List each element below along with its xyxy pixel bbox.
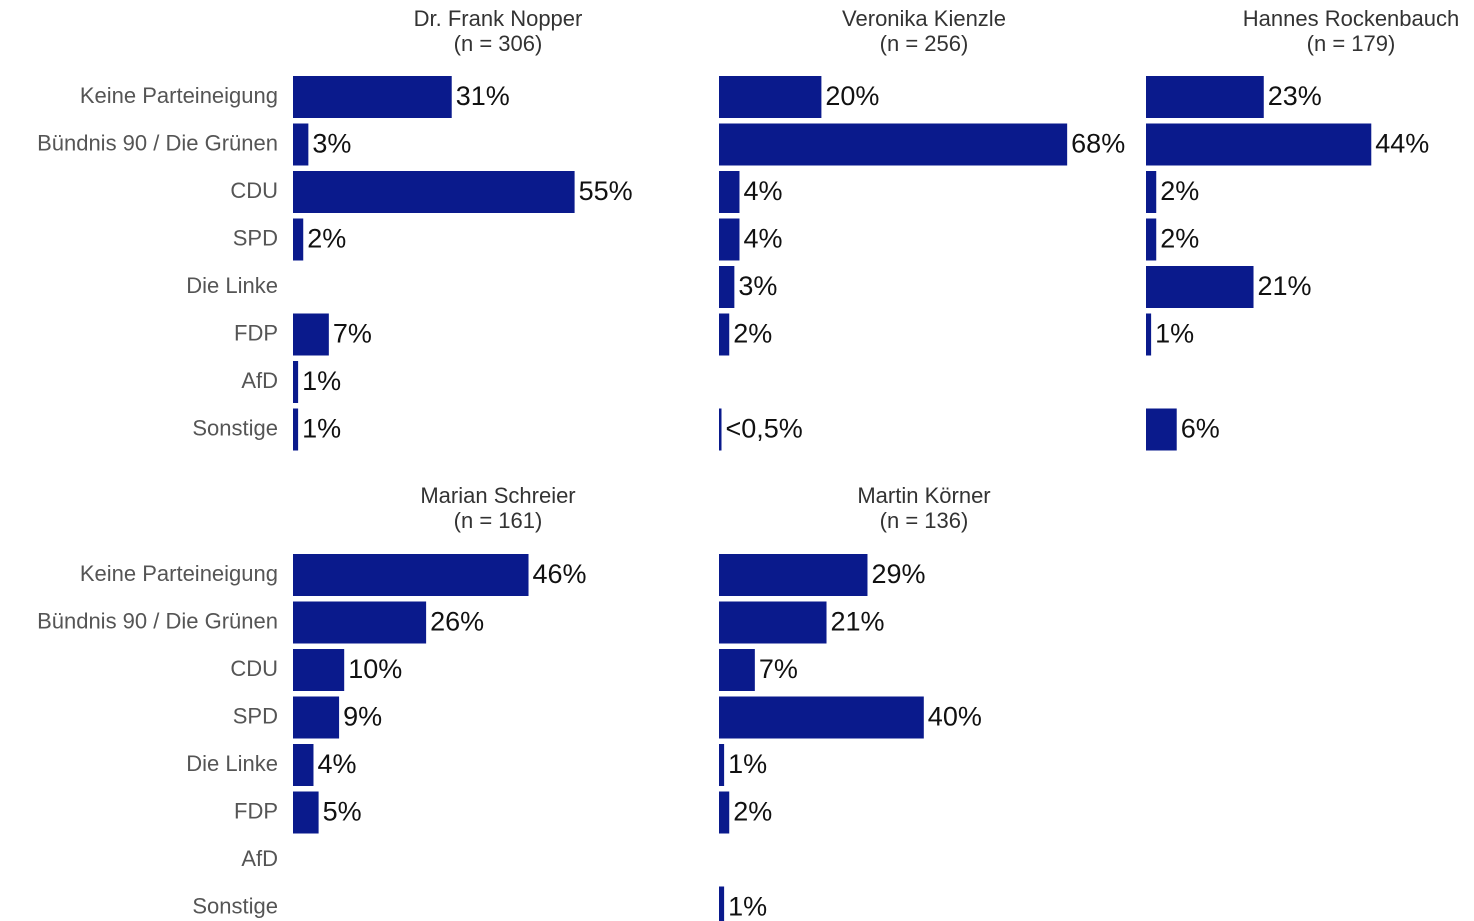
value-label: 2% <box>733 319 772 349</box>
category-label: FDP <box>234 798 278 823</box>
value-label: 21% <box>1258 271 1312 301</box>
value-label: 55% <box>579 176 633 206</box>
panel-title: Marian Schreier <box>420 483 575 508</box>
bar <box>293 361 299 403</box>
category-label: CDU <box>230 656 278 681</box>
value-label: 6% <box>1181 414 1220 444</box>
bar <box>293 696 340 739</box>
value-label: 44% <box>1375 129 1429 159</box>
category-label: Sonstige <box>192 415 278 440</box>
panel-subtitle: (n = 136) <box>880 508 969 533</box>
value-label: 10% <box>348 654 402 684</box>
bar <box>1146 76 1264 118</box>
value-label: 29% <box>871 559 925 589</box>
bar <box>293 76 452 118</box>
value-label: 4% <box>317 749 356 779</box>
category-label: Sonstige <box>192 893 278 918</box>
category-label: Die Linke <box>186 751 278 776</box>
bar <box>719 554 868 596</box>
value-label: 1% <box>302 414 341 444</box>
bar <box>719 601 827 644</box>
panel-title: Veronika Kienzle <box>842 6 1006 31</box>
bar <box>719 123 1068 166</box>
bar <box>719 408 722 451</box>
bar <box>293 601 427 644</box>
value-label: 2% <box>1160 224 1199 254</box>
bar <box>1146 171 1157 213</box>
bar <box>1146 123 1372 166</box>
value-label: 4% <box>743 176 782 206</box>
bar <box>293 313 329 356</box>
bar <box>293 123 309 166</box>
category-label: SPD <box>233 225 278 250</box>
value-label: 23% <box>1268 81 1322 111</box>
bar <box>719 696 924 739</box>
bar <box>719 791 730 834</box>
bar <box>719 313 730 356</box>
category-label: Keine Parteineigung <box>80 83 278 108</box>
value-label: <0,5% <box>726 414 803 444</box>
bar <box>719 649 755 691</box>
bar <box>293 744 314 786</box>
bar <box>719 218 740 261</box>
value-label: 3% <box>312 129 351 159</box>
panel-subtitle: (n = 161) <box>454 508 543 533</box>
value-label: 2% <box>307 224 346 254</box>
bar <box>1146 266 1254 308</box>
bar <box>719 886 725 921</box>
bar <box>1146 408 1177 451</box>
bar <box>719 76 822 118</box>
panel-subtitle: (n = 256) <box>880 31 969 56</box>
category-label: AfD <box>241 846 278 871</box>
category-label: Keine Parteineigung <box>80 561 278 586</box>
category-label: Die Linke <box>186 273 278 298</box>
value-label: 31% <box>456 81 510 111</box>
value-label: 46% <box>533 559 587 589</box>
value-label: 9% <box>343 702 382 732</box>
value-label: 40% <box>928 702 982 732</box>
panel-title: Hannes Rockenbauch <box>1243 6 1459 31</box>
bar <box>293 171 575 213</box>
value-label: 3% <box>738 271 777 301</box>
value-label: 1% <box>728 749 767 779</box>
value-label: 7% <box>333 319 372 349</box>
value-label: 2% <box>1160 176 1199 206</box>
bar <box>293 649 345 691</box>
bar <box>293 554 529 596</box>
bar <box>719 744 725 786</box>
value-label: 26% <box>430 607 484 637</box>
panel-subtitle: (n = 306) <box>454 31 543 56</box>
bar <box>719 171 740 213</box>
category-label: AfD <box>241 368 278 393</box>
category-label: SPD <box>233 703 278 728</box>
bar <box>1146 313 1152 356</box>
category-label: FDP <box>234 320 278 345</box>
bar <box>293 791 319 834</box>
category-label: Bündnis 90 / Die Grünen <box>37 130 278 155</box>
panel-title: Dr. Frank Nopper <box>414 6 583 31</box>
panel-subtitle: (n = 179) <box>1307 31 1396 56</box>
category-label: Bündnis 90 / Die Grünen <box>37 608 278 633</box>
value-label: 21% <box>831 607 885 637</box>
value-label: 2% <box>733 797 772 827</box>
value-label: 7% <box>759 654 798 684</box>
value-label: 5% <box>323 797 362 827</box>
bar <box>293 408 299 451</box>
value-label: 1% <box>1155 319 1194 349</box>
value-label: 20% <box>825 81 879 111</box>
value-label: 4% <box>743 224 782 254</box>
bar <box>293 218 304 261</box>
category-label: CDU <box>230 178 278 203</box>
bar <box>719 266 735 308</box>
panel-title: Martin Körner <box>857 483 990 508</box>
value-label: 68% <box>1071 129 1125 159</box>
bar <box>1146 218 1157 261</box>
value-label: 1% <box>302 366 341 396</box>
value-label: 1% <box>728 892 767 921</box>
